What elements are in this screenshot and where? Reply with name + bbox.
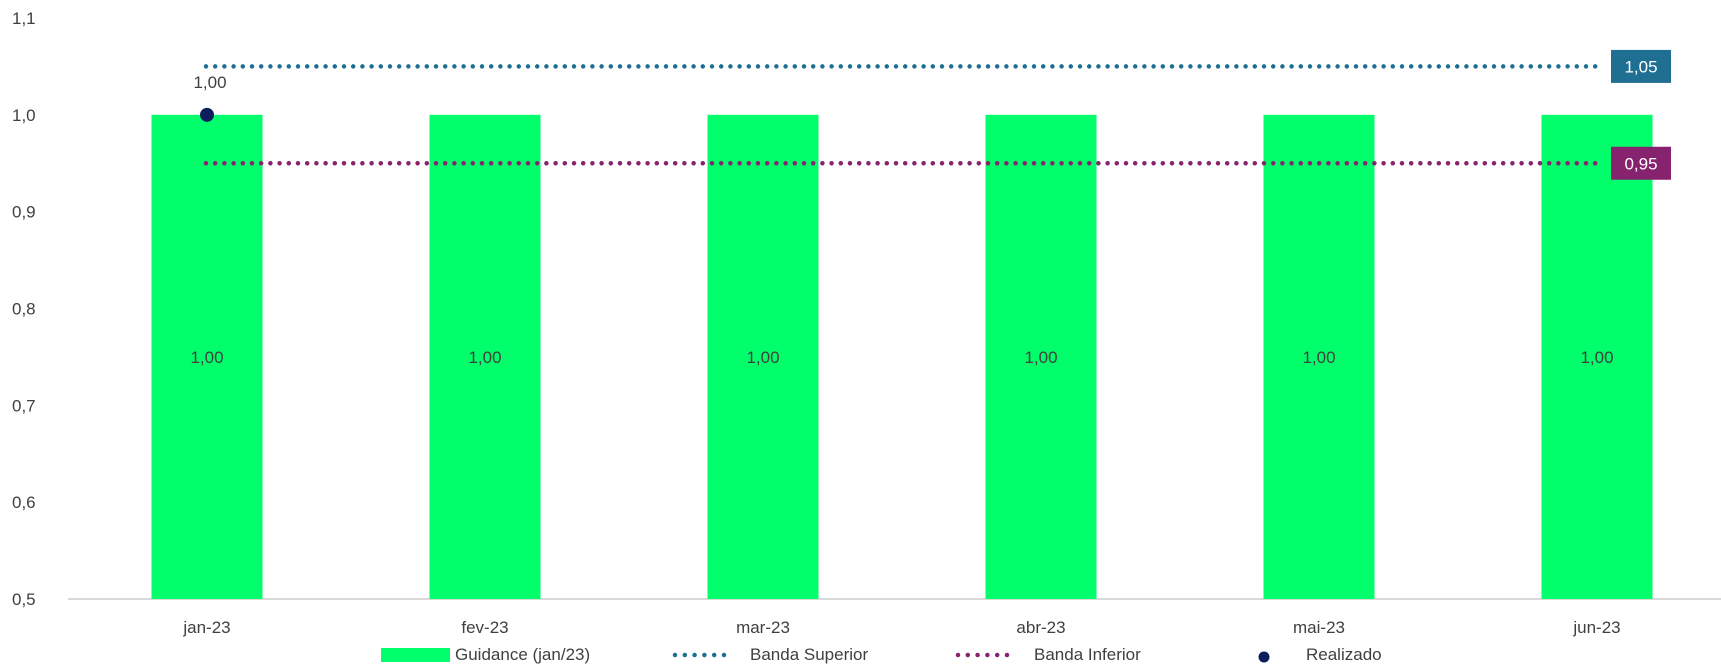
y-tick-label: 0,8 <box>12 300 36 319</box>
legend-label-guidance: Guidance (jan/23) <box>455 645 590 664</box>
bar-guidance <box>1541 114 1653 599</box>
bar-guidance <box>985 114 1097 599</box>
banda-inferior-line-end-label: 0,95 <box>1624 154 1657 173</box>
bar-data-label: 1,00 <box>746 348 779 367</box>
banda-superior-line-end-label: 1,05 <box>1624 57 1657 76</box>
y-tick-label: 0,5 <box>12 590 36 609</box>
bar-guidance <box>429 114 541 599</box>
x-tick-label: abr-23 <box>1016 618 1065 637</box>
bar-data-label: 1,00 <box>1024 348 1057 367</box>
realizado-point <box>200 107 214 122</box>
y-tick-label: 1,0 <box>12 106 36 125</box>
x-tick-label: fev-23 <box>461 618 508 637</box>
x-tick-label: jun-23 <box>1572 618 1620 637</box>
bar-data-label: 1,00 <box>468 348 501 367</box>
bar-data-label: 1,00 <box>1302 348 1335 367</box>
bar-guidance <box>707 114 819 599</box>
bar-guidance <box>1263 114 1375 599</box>
legend-label-banda-inferior: Banda Inferior <box>1034 645 1141 664</box>
y-tick-label: 0,7 <box>12 396 36 415</box>
y-tick-label: 0,6 <box>12 493 36 512</box>
realizado-data-label: 1,00 <box>193 73 226 92</box>
x-tick-label: mar-23 <box>736 618 790 637</box>
y-tick-label: 0,9 <box>12 203 36 222</box>
banda-inferior-line-end-tag <box>1611 146 1671 180</box>
legend-label-realizado: Realizado <box>1306 645 1382 664</box>
bar-data-label: 1,00 <box>190 348 223 367</box>
legend-label-banda-superior: Banda Superior <box>750 645 868 664</box>
bar-data-label: 1,00 <box>1580 348 1613 367</box>
x-tick-label: mai-23 <box>1293 618 1345 637</box>
banda-superior-line-end-tag <box>1611 49 1671 83</box>
y-tick-label: 1,1 <box>12 9 36 28</box>
legend-swatch-realizado <box>1258 651 1270 663</box>
legend-swatch-guidance <box>381 648 450 662</box>
bar-guidance <box>151 114 263 599</box>
x-tick-label: jan-23 <box>182 618 230 637</box>
